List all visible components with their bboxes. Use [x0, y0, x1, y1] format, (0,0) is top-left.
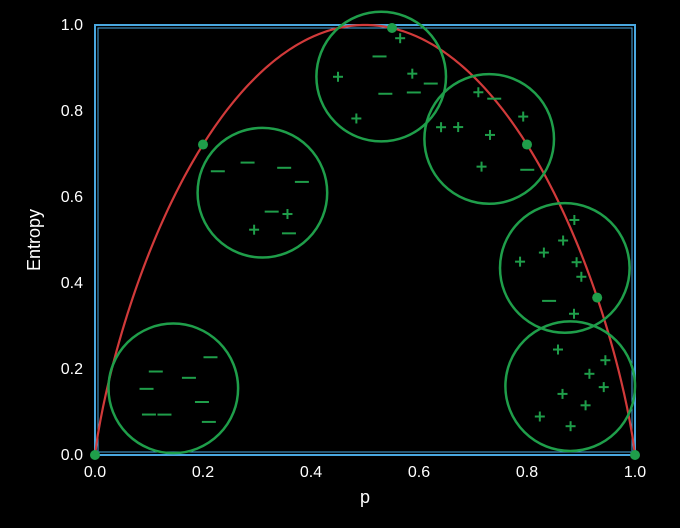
x-tick-label: 0.4 [300, 464, 322, 481]
y-tick-label: 0.2 [61, 361, 83, 378]
curve-marker [387, 23, 397, 33]
x-tick-label: 0.8 [516, 464, 538, 481]
y-tick-label: 1.0 [61, 17, 83, 34]
x-axis-label: p [360, 487, 370, 507]
y-tick-label: 0.6 [61, 189, 83, 206]
curve-marker [198, 140, 208, 150]
y-axis-label: Entropy [24, 209, 44, 271]
x-tick-label: 0.0 [84, 464, 106, 481]
curve-marker [522, 140, 532, 150]
plot-area [95, 25, 635, 455]
curve-marker [630, 450, 640, 460]
y-tick-label: 0.4 [61, 275, 83, 292]
x-tick-label: 1.0 [624, 464, 646, 481]
curve-marker [592, 293, 602, 303]
y-tick-label: 0.0 [61, 447, 83, 464]
x-tick-label: 0.2 [192, 464, 214, 481]
y-tick-label: 0.8 [61, 103, 83, 120]
x-tick-label: 0.6 [408, 464, 430, 481]
curve-marker [90, 450, 100, 460]
